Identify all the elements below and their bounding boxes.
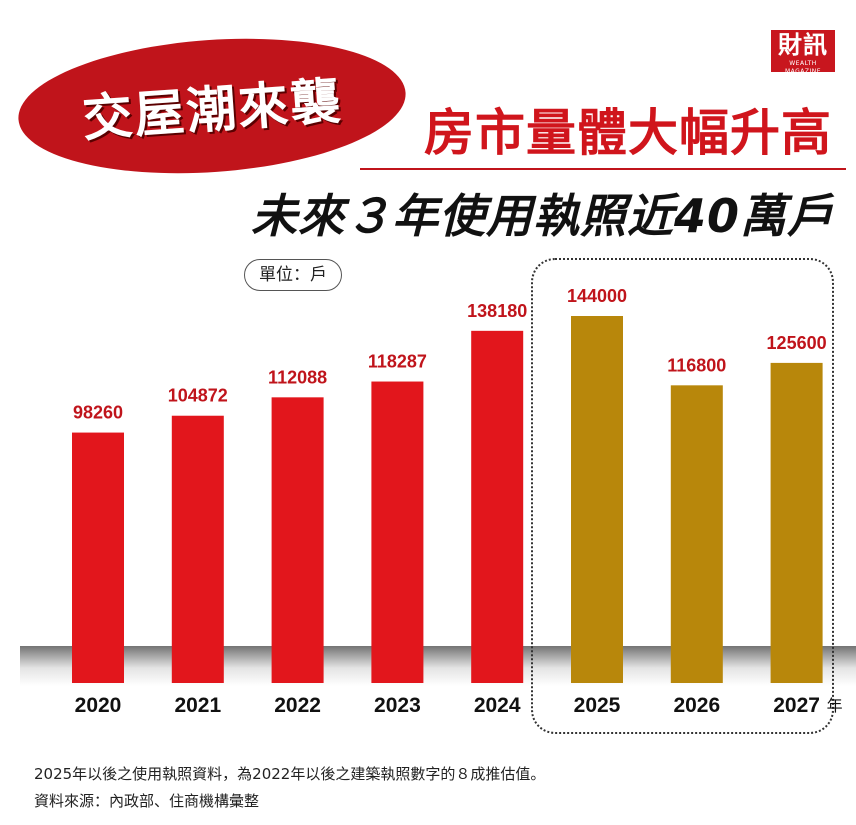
wealth-magazine-logo: 財訊 WEALTH MAGAZINE [771,30,835,75]
tick-label-2021: 2021 [174,694,221,717]
data-label-2025: 144000 [567,286,627,306]
data-label-2026: 116800 [667,355,726,375]
bar-2026 [670,385,723,683]
data-label-2022: 112088 [268,367,327,387]
source-note: 資料來源：內政部、住商機構彙整 [34,792,260,810]
logo-subtitle: WEALTH MAGAZINE [784,60,822,75]
bar-chart: 98260 2020 104872 2021 112088 2022 118287 2023 1… [72,286,843,717]
bar-2027 [770,362,823,683]
x-axis-label: 年 [827,696,843,715]
bar-2023 [371,381,424,683]
data-label-2023: 118287 [368,352,427,372]
tick-label-2026: 2026 [673,694,720,717]
unit-label: 單位：戶 [244,259,342,291]
data-label-2020: 98260 [73,403,123,423]
bar-2022 [271,397,324,683]
headline-divider [360,168,846,170]
forecast-highlight-box [531,258,834,734]
data-label-2021: 104872 [168,386,228,406]
tick-label-2023: 2023 [374,694,421,717]
footnote: 2025年以後之使用執照資料，為2022年以後之建築執照數字的８成推估值。 [34,765,546,783]
tick-label-2020: 2020 [75,694,122,717]
tick-label-2025: 2025 [574,694,621,717]
tick-label-2022: 2022 [274,694,321,717]
tick-label-2024: 2024 [474,694,521,717]
bar-2024 [471,330,524,683]
bar-2020 [72,432,124,683]
bar-2021 [171,415,224,683]
tick-label-2027: 2027 [773,694,820,717]
bar-2025 [571,316,623,683]
headline-line1: 房市量體大幅升高 [424,104,832,162]
headline-line2: 未來３年使用執照近40萬戶 [250,189,834,243]
data-label-2024: 138180 [467,301,527,321]
logo-title: 財訊 [778,30,828,59]
data-label-2027: 125600 [767,333,827,353]
